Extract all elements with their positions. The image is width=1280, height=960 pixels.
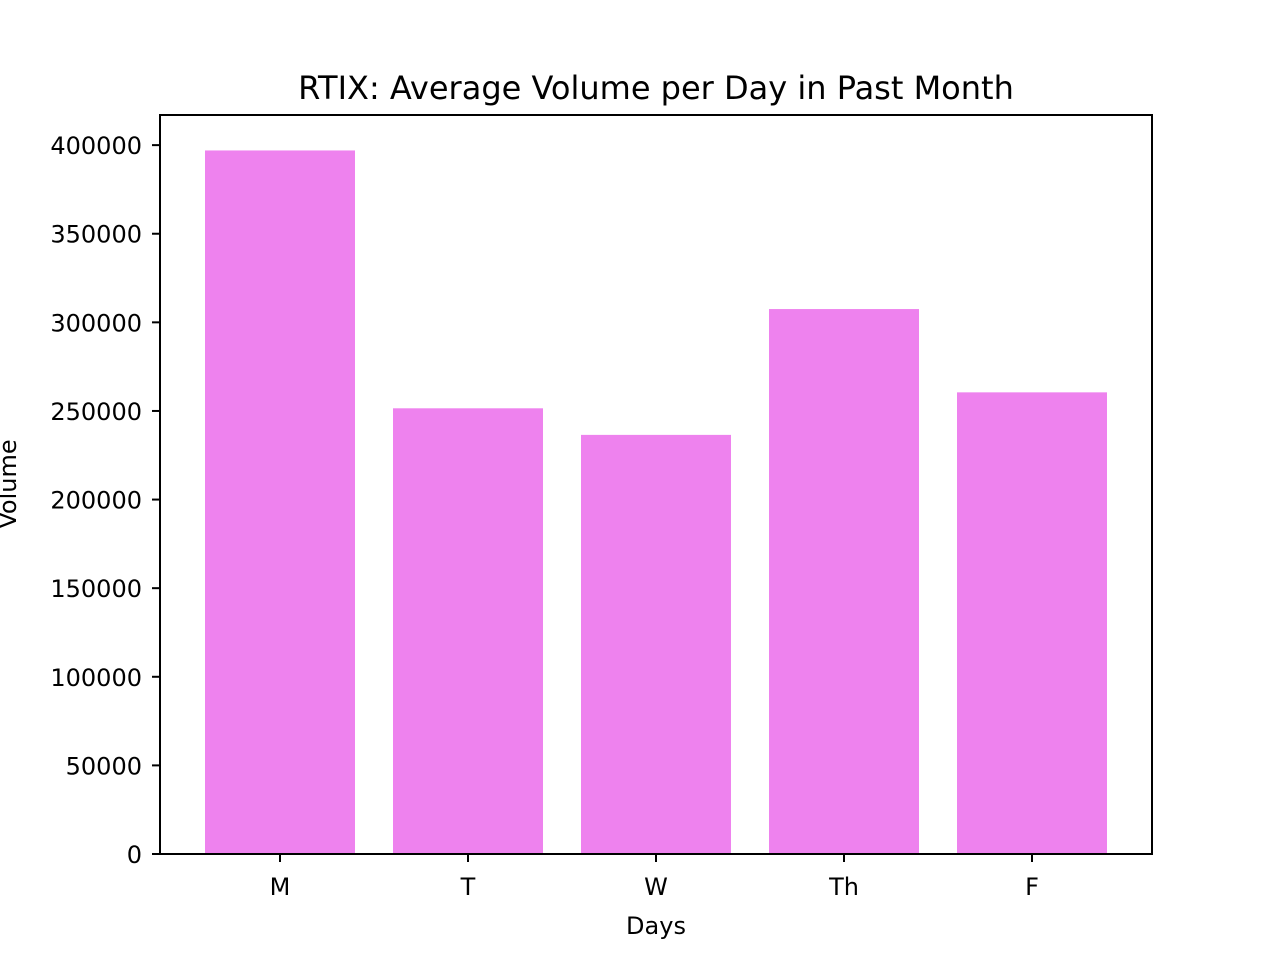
bar-w — [581, 434, 731, 854]
y-tick-label: 100000 — [50, 664, 142, 692]
x-tick-label: T — [460, 873, 476, 901]
bar-m — [205, 150, 355, 854]
bars — [205, 150, 1107, 854]
x-tick-label: W — [644, 873, 668, 901]
y-axis-label: Volume — [0, 439, 22, 528]
x-tick-label: F — [1025, 873, 1039, 901]
y-tick-label: 0 — [127, 841, 142, 869]
x-tick-label: M — [270, 873, 291, 901]
y-tick-label: 250000 — [50, 398, 142, 426]
chart-title: RTIX: Average Volume per Day in Past Mon… — [298, 69, 1014, 107]
bar-t — [393, 408, 543, 854]
y-tick-label: 200000 — [50, 487, 142, 515]
y-tick-label: 350000 — [50, 221, 142, 249]
bar-th — [769, 309, 919, 854]
x-tick-label: Th — [828, 873, 859, 901]
plot-area-frame — [159, 114, 1153, 855]
y-tick-label: 150000 — [50, 575, 142, 603]
y-axis-ticks: 0 50000 100000 150000 200000 250000 300000 3500… — [50, 132, 160, 869]
x-axis-ticks: M T W Th F — [270, 854, 1039, 901]
x-axis-label: Days — [626, 912, 686, 940]
bar-f — [957, 392, 1107, 854]
y-tick-label: 300000 — [50, 309, 142, 337]
y-tick-label: 50000 — [66, 752, 142, 780]
y-tick-label: 400000 — [50, 132, 142, 160]
